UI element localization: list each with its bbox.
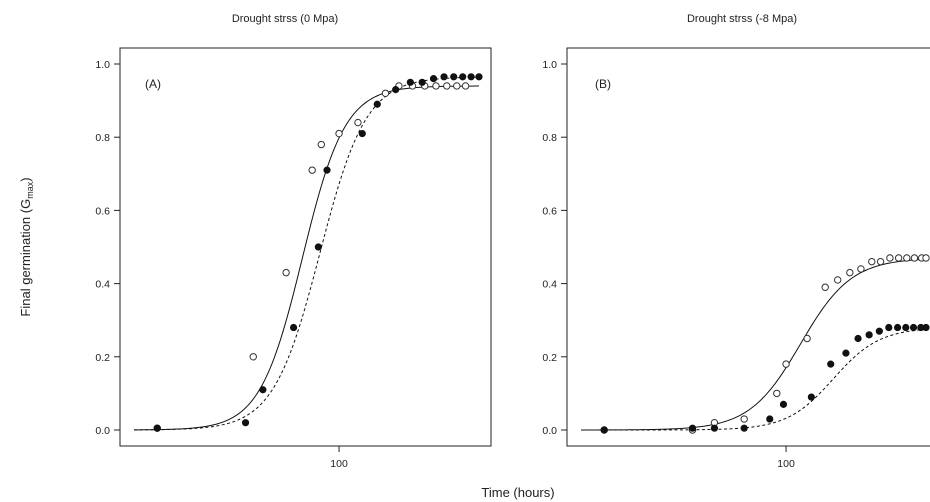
panel-a-series-1-point-9 — [406, 78, 414, 86]
panel-a-series-1-point-7 — [373, 100, 381, 108]
panel-a: Drought strss (0 Mpa) (A) 0.00.20.40.60.… — [95, 13, 492, 470]
panel-b-series-0-point-4 — [773, 389, 781, 398]
panel-a-series-0-point-14 — [461, 82, 470, 90]
panel-a-series-0-point-7 — [381, 89, 390, 97]
panel-a-y-tick-label-3: 0.6 — [95, 205, 110, 217]
panel-a-series-0-point-11 — [432, 82, 440, 90]
panel-b-series-0-point-3 — [740, 415, 748, 423]
panel-b-series-0-point-16 — [910, 254, 919, 262]
panel-b-series-1-point-13 — [893, 323, 902, 332]
panel-a-y-tick-label-2: 0.4 — [95, 279, 110, 291]
panel-a-points — [153, 73, 483, 432]
panel-b-y-tick-label-4: 0.8 — [542, 132, 557, 144]
panel-b-series-0-point-7 — [821, 283, 829, 291]
panel-a-ticks: 0.0 0.2 0.4 0.6 0.8 1.0 100 — [95, 59, 348, 470]
panel-b-title: Drought strss (-8 Mpa) — [687, 13, 797, 25]
panel-b-series-0-point-5 — [782, 360, 790, 368]
panel-a-series-0-point-4 — [317, 140, 325, 149]
panel-a-series-1-point-3 — [289, 323, 298, 332]
x-axis-label: Time (hours) — [481, 485, 554, 500]
panel-b-series-1-point-10 — [865, 331, 873, 339]
panel-b-label: (B) — [595, 77, 611, 91]
panel-b-series-0-point-6 — [803, 334, 811, 343]
panel-b-series-0-point-9 — [846, 268, 854, 277]
panel-b-points — [600, 254, 930, 434]
panel-a-series-0-fit-line — [133, 85, 480, 431]
panel-a-label: (A) — [145, 77, 161, 91]
panel-b-y-tick-label-2: 0.4 — [542, 279, 557, 291]
panel-a-series-1-point-16 — [475, 73, 483, 81]
panel-b-series-1-point-3 — [740, 424, 748, 432]
panel-b-series-0-point-8 — [833, 276, 842, 284]
panel-b-series-0-point-10 — [857, 265, 865, 273]
panel-b-series-1-point-14 — [902, 323, 910, 332]
panel-b-y-tick-label-3: 0.6 — [542, 205, 557, 217]
panel-a-series-0-point-1 — [249, 353, 257, 361]
panel-b-fit-lines — [581, 258, 927, 431]
panel-b-series-1-point-8 — [842, 349, 850, 357]
panel-a-series-1-point-13 — [450, 73, 458, 81]
panel-b-series-0-point-14 — [894, 254, 903, 262]
panel-b-series-0-point-13 — [886, 254, 894, 262]
panel-b-series-1-point-17 — [922, 323, 930, 332]
panel-b-y-tick-label-1: 0.2 — [542, 352, 557, 364]
panel-b-y-tick-label-0: 0.0 — [542, 425, 557, 437]
panel-b-y-tick-label-5: 1.0 — [542, 59, 557, 71]
panel-b-series-1-point-12 — [885, 323, 893, 332]
panel-b-series-1-point-1 — [688, 424, 697, 432]
panel-a-fit-lines — [133, 76, 480, 431]
panel-b-series-1-point-5 — [779, 400, 788, 408]
panel-b-series-1-point-2 — [710, 424, 719, 432]
panel-a-series-1-point-10 — [418, 78, 426, 86]
panel-a-series-1-point-14 — [459, 73, 467, 81]
panel-b-series-1-fit-line — [581, 328, 927, 431]
panel-b-series-1-point-15 — [909, 323, 918, 332]
panel-a-y-tick-label-0: 0.0 — [95, 425, 110, 437]
panel-a-series-0-point-3 — [308, 166, 316, 174]
panel-b-series-0-point-11 — [868, 257, 876, 266]
panel-a-frame — [119, 47, 492, 447]
panel-a-y-tick-label-1: 0.2 — [95, 352, 110, 364]
panel-a-title: Drought strss (0 Mpa) — [232, 13, 338, 25]
panel-b-series-0-fit-line — [581, 258, 927, 431]
y-axis-label: Final germination (Gmax) — [18, 177, 35, 316]
panel-a-series-1-fit-line — [133, 76, 480, 431]
panel-a-series-0-point-6 — [354, 118, 362, 127]
panel-a-series-1-point-11 — [429, 75, 438, 83]
panel-b-series-1-point-4 — [766, 415, 774, 423]
panel-b-series-0-point-12 — [876, 257, 885, 266]
panel-b-series-1-point-0 — [600, 426, 608, 434]
panel-a-x-tick-label-0: 100 — [330, 458, 348, 470]
panel-a-series-0-point-13 — [453, 82, 461, 90]
panel-a-series-1-point-12 — [440, 73, 448, 81]
panel-b: Drought strss (-8 Mpa) (B) 0.00.20.40.60… — [542, 13, 930, 470]
panel-b-series-1-point-11 — [875, 327, 883, 335]
panel-a-series-0-point-5 — [335, 129, 343, 138]
panel-b-series-1-point-7 — [827, 360, 835, 368]
panel-b-series-1-point-9 — [854, 334, 862, 343]
panel-a-y-tick-label-4: 0.8 — [95, 132, 110, 144]
panel-b-series-0-point-18 — [922, 254, 930, 262]
panel-a-series-0-point-12 — [443, 82, 451, 90]
panel-a-series-0-point-2 — [282, 268, 290, 277]
panel-a-series-1-point-15 — [467, 73, 475, 81]
panel-a-y-tick-label-5: 1.0 — [95, 59, 110, 71]
panel-b-series-0-point-15 — [903, 254, 911, 262]
panel-a-series-1-point-4 — [314, 243, 322, 251]
panel-b-ticks: 0.0 0.2 0.4 0.6 0.8 1.0 100 — [542, 59, 795, 470]
panel-a-series-1-point-1 — [241, 419, 250, 427]
panel-a-series-1-point-2 — [259, 386, 267, 394]
panel-a-series-1-point-5 — [323, 166, 331, 174]
panel-b-series-1-point-6 — [807, 393, 815, 401]
panel-a-series-1-point-6 — [358, 129, 366, 138]
panel-a-series-1-point-0 — [153, 424, 161, 432]
panel-a-series-1-point-8 — [392, 86, 400, 94]
panel-b-x-tick-label-0: 100 — [777, 458, 795, 470]
panel-b-frame — [566, 47, 930, 447]
